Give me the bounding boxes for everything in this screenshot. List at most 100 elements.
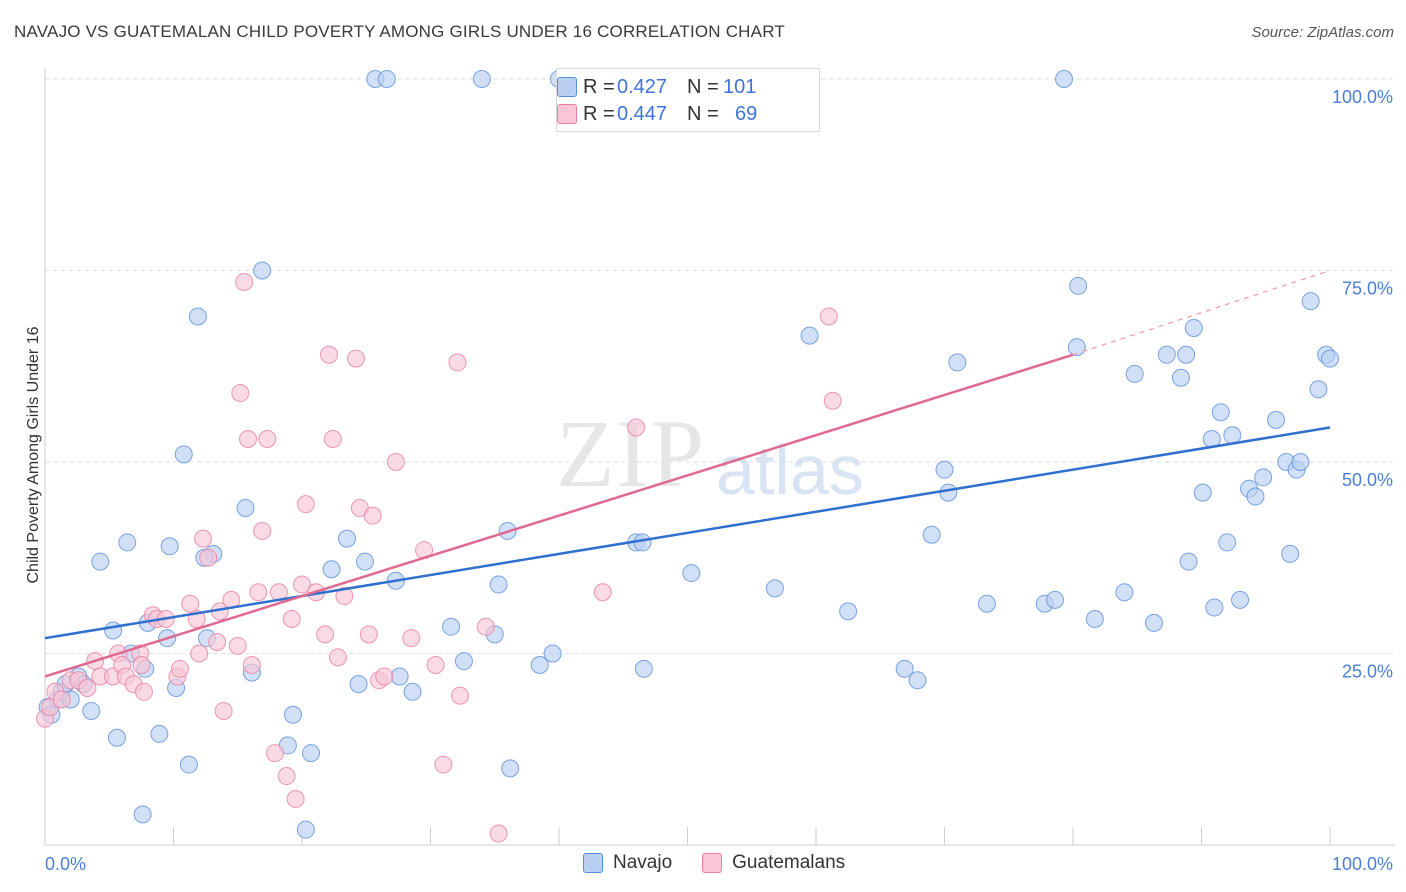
navajo-point <box>765 579 784 598</box>
navajo-point <box>489 575 508 594</box>
navajo-point <box>1218 533 1237 552</box>
guatemalans-point <box>78 678 97 697</box>
guatemalans-point <box>134 682 153 701</box>
legend-item-guatemalans[interactable]: Guatemalans <box>702 852 845 874</box>
navajo-point <box>1069 276 1088 295</box>
navajo-point <box>948 353 967 372</box>
source-credit: Source: ZipAtlas.com <box>1251 24 1394 41</box>
y-tick-label: 100.0% <box>1332 87 1393 107</box>
navajo-point <box>160 537 179 556</box>
navajo-point <box>1267 410 1286 429</box>
guatemalans-point <box>363 506 382 525</box>
navajo-point <box>1177 345 1196 364</box>
legend-n-label: N = <box>687 102 719 125</box>
guatemalans-point <box>181 594 200 613</box>
navajo-point <box>1254 468 1273 487</box>
navajo-point <box>174 445 193 464</box>
navajo-point <box>150 724 169 743</box>
navajo-point <box>188 307 207 326</box>
guatemalans-point <box>375 667 394 686</box>
guatemalans-point <box>335 587 354 606</box>
navajo-point <box>1246 487 1265 506</box>
navajo-point <box>501 759 520 778</box>
navajo-point <box>935 460 954 479</box>
navajo-point <box>895 659 914 678</box>
guatemalans-point <box>194 529 213 548</box>
navajo-point <box>133 805 152 824</box>
legend-r-value: 0.427 <box>617 75 668 98</box>
navajo-point <box>322 560 341 579</box>
navajo-point <box>922 525 941 544</box>
guatemalans-point <box>346 349 365 368</box>
x-tick-label: 0.0% <box>45 854 86 874</box>
navajo-point <box>349 675 368 694</box>
guatemalans-point <box>434 755 453 774</box>
navajo-point <box>82 701 101 720</box>
guatemalans-point <box>823 391 842 410</box>
y-tick-label: 50.0% <box>1342 470 1393 490</box>
legend-r-label: R = <box>583 102 615 125</box>
navajo-point <box>1144 613 1163 632</box>
guatemalans-point <box>426 655 445 674</box>
navajo-point <box>107 728 126 747</box>
guatemalans-point <box>214 701 233 720</box>
navajo-point <box>179 755 198 774</box>
guatemalans-legend-label: Guatemalans <box>732 852 846 873</box>
guatemalans-trend-line <box>44 353 1074 678</box>
navajo-point <box>1193 483 1212 502</box>
navajo-point <box>118 533 137 552</box>
guatemalans-point <box>235 272 254 291</box>
navajo-point <box>1055 70 1074 88</box>
legend-r-label: R = <box>583 75 615 98</box>
guatemalans-point <box>277 767 296 786</box>
navajo-point <box>682 564 701 583</box>
guatemalans-point <box>402 629 421 648</box>
navajo-point <box>1067 338 1086 357</box>
guatemalans-point <box>258 430 277 449</box>
series-legend: Navajo Guatemalans <box>583 852 875 874</box>
legend-row-navajo: R = 0.427 N = 101 <box>557 75 757 99</box>
navajo-point <box>377 70 396 88</box>
navajo-point <box>1184 318 1203 337</box>
y-tick-label: 75.0% <box>1342 279 1393 299</box>
guatemalans-point <box>282 610 301 629</box>
guatemalans-legend-swatch <box>702 853 723 873</box>
guatemalans-point <box>199 548 218 567</box>
navajo-point <box>337 529 356 548</box>
guatemalans-point <box>253 521 272 540</box>
navajo-point <box>1281 544 1300 563</box>
navajo-point <box>301 744 320 763</box>
guatemalans-point <box>52 690 71 709</box>
guatemalans-point <box>132 655 151 674</box>
guatemalans-swatch <box>557 104 577 124</box>
navajo-point <box>1223 426 1242 445</box>
navajo-point <box>442 617 461 636</box>
guatemalans-point <box>359 625 378 644</box>
legend-n-value: 101 <box>723 75 757 98</box>
x-tick-label: 100.0% <box>1332 854 1393 874</box>
navajo-legend-label: Navajo <box>613 852 673 873</box>
navajo-point <box>472 70 491 88</box>
navajo-point <box>939 483 958 502</box>
guatemalans-point <box>242 655 261 674</box>
navajo-point <box>403 682 422 701</box>
navajo-point <box>977 594 996 613</box>
navajo-point <box>1085 610 1104 629</box>
navajo-point <box>908 671 927 690</box>
navajo-point <box>1291 453 1310 471</box>
navajo-point <box>530 655 549 674</box>
navajo-point <box>1125 364 1144 383</box>
navajo-point <box>355 552 374 571</box>
legend-n-value: 69 <box>735 102 758 125</box>
navajo-point <box>454 652 473 671</box>
legend-n-label: N = <box>687 75 719 98</box>
navajo-trend-line <box>44 426 1331 640</box>
guatemalans-trend-extension <box>1072 269 1331 356</box>
navajo-point <box>390 667 409 686</box>
guatemalans-point <box>208 633 227 652</box>
guatemalans-point <box>627 418 646 437</box>
y-tick-label: 25.0% <box>1342 662 1393 682</box>
legend-item-navajo[interactable]: Navajo <box>583 852 672 874</box>
guatemalans-point <box>286 790 305 809</box>
